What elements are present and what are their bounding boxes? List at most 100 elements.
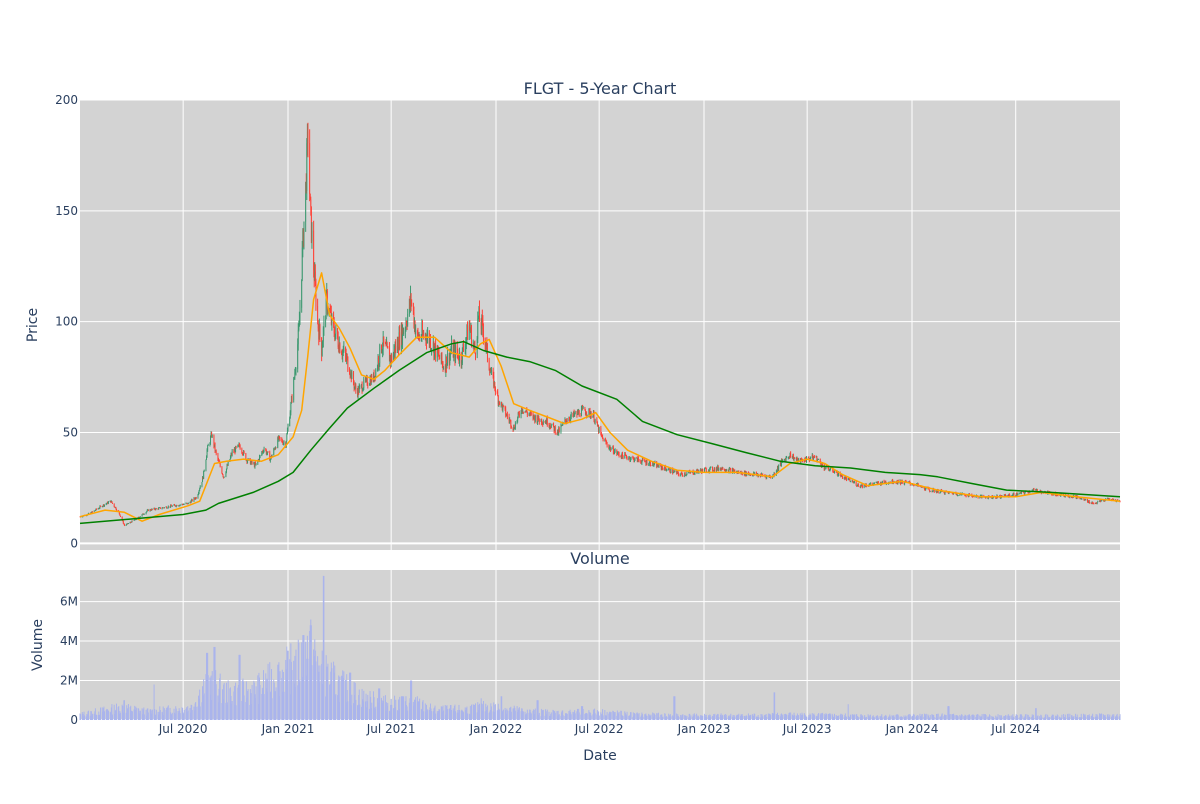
candle-body [414,321,415,326]
candle-body [1033,488,1035,490]
candle-body [265,448,267,451]
candle-body [952,493,954,495]
candle-body [557,429,558,434]
candle-body [267,451,269,453]
volume-bar [684,715,686,720]
volume-bar [203,679,205,720]
volume-bar [1071,715,1073,720]
candle-body [195,497,197,499]
candle-body [761,474,763,475]
volume-bar [884,716,886,720]
volume-bar [433,708,435,720]
volume-bar [668,713,670,720]
volume-bar [309,625,311,720]
candle-body [117,510,119,512]
volume-bar [969,716,971,720]
candle-body [129,522,131,524]
volume-bar [501,710,503,720]
volume-bar [751,714,753,720]
volume-bar [586,713,588,720]
volume-bar [713,714,715,720]
volume-bar [702,715,704,720]
volume-bar [221,703,223,720]
volume-bar [981,716,983,720]
volume-bar [410,680,412,720]
volume-bar [1003,716,1005,720]
candle-body [1015,493,1017,496]
volume-bar [689,713,691,720]
volume-bar [81,712,83,720]
volume-bar [170,713,172,720]
candle-body [481,316,483,320]
candle-body [428,332,430,345]
candle-body [807,457,809,458]
volume-bar [167,705,169,720]
volume-bar [1063,714,1065,720]
volume-bar [139,710,141,720]
candle-body [385,343,387,346]
volume-bar [1064,716,1066,720]
candle-body [182,504,184,506]
volume-bar [241,680,243,720]
candle-body [247,460,248,463]
candle-body [524,411,526,413]
candle-body [1073,495,1075,496]
volume-bar [105,710,107,720]
volume-bar [398,708,400,720]
candle-body [170,505,172,507]
volume-bar [362,701,364,720]
volume-bar [247,690,249,720]
volume-bar [325,655,327,720]
volume-bar [856,716,858,720]
candle-body [773,473,775,476]
volume-bar [1019,714,1021,720]
volume-bar [438,708,440,720]
volume-bar [586,713,588,720]
candle-body [514,428,516,430]
volume-bar [1012,714,1014,720]
candle-body [793,455,794,460]
volume-bar [915,716,917,720]
candle-body [345,355,347,360]
volume-bar [343,671,345,720]
candle-body [777,467,779,470]
candle-body [513,426,515,429]
volume-bar [885,714,887,720]
candle-body [839,472,841,476]
candle-body [112,502,113,504]
volume-bar [634,713,636,720]
candle-body [165,506,167,508]
price-y-tick-label: 50 [63,426,78,440]
volume-bar [849,717,851,720]
volume-bar [407,710,409,720]
volume-bar [322,683,324,720]
volume-bar [688,717,690,720]
candle-body [326,291,328,294]
candle-body [534,417,536,422]
candle-body [99,506,101,509]
volume-bar [528,712,530,720]
volume-bar [849,714,851,720]
volume-bar [932,714,934,720]
volume-bar [274,691,276,720]
candle-body [957,495,958,496]
candle-body [664,466,666,469]
volume-bar [253,680,255,720]
candle-body [225,472,227,477]
volume-bar [620,710,622,720]
volume-bar [1067,713,1069,720]
volume-bar [80,714,82,720]
candle-body [206,449,208,457]
candle-body [103,504,105,506]
candle-body [230,456,231,460]
candle-body [1084,499,1086,501]
candle-body [985,497,986,499]
candle-body [1087,501,1089,503]
volume-bar [809,713,811,720]
candle-body [110,500,112,503]
volume-bar [688,713,690,720]
candle-body [1032,489,1034,491]
volume-bar [213,646,215,720]
candle-body [929,489,931,492]
